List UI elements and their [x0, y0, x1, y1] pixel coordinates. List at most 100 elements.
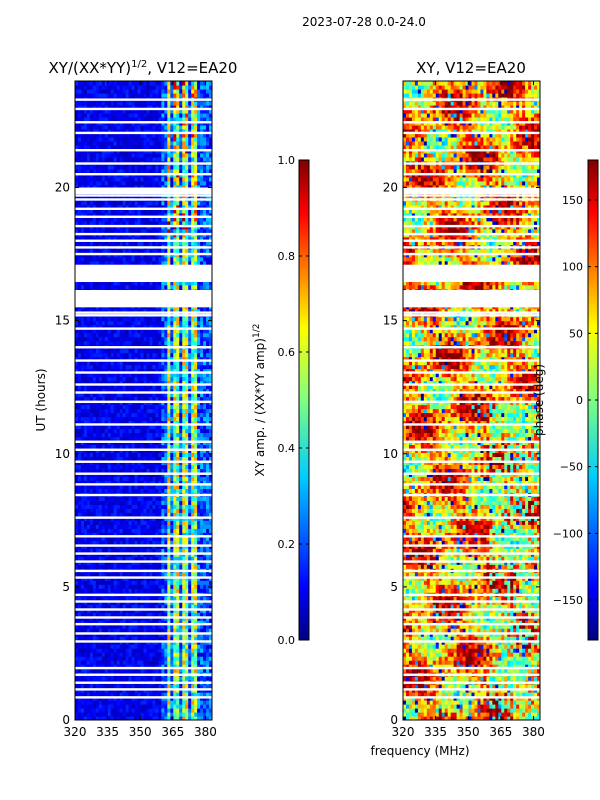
heatmap-cell [182, 704, 186, 709]
heatmap-cell [143, 532, 148, 537]
heatmap-cell [83, 392, 88, 398]
heatmap-cell [158, 500, 162, 505]
heatmap-cell [119, 316, 124, 322]
heatmap-cell [122, 372, 127, 378]
heatmap-cell [80, 628, 85, 633]
heatmap-cell [113, 620, 118, 625]
heatmap-cell [158, 404, 162, 410]
heatmap-cell [134, 628, 139, 633]
heatmap-cell [203, 328, 207, 334]
heatmap-cell [161, 360, 165, 366]
heatmap-cell [161, 352, 165, 358]
heatmap-cell [122, 508, 127, 513]
heatmap-cell [155, 388, 159, 394]
heatmap-cell [194, 652, 198, 657]
heatmap-cell [176, 464, 180, 469]
heatmap-cell [188, 556, 192, 561]
heatmap-cell [140, 284, 145, 290]
heatmap-cell [113, 368, 118, 374]
heatmap-cell [188, 712, 192, 717]
heatmap-cell [116, 556, 121, 561]
heatmap-cell [134, 476, 139, 481]
heatmap-cell [128, 572, 133, 577]
heatmap-cell [194, 584, 198, 589]
heatmap-cell [164, 476, 168, 481]
heatmap-cell [182, 540, 186, 545]
heatmap-cell [125, 496, 130, 501]
heatmap-cell [191, 668, 195, 673]
heatmap-cell [80, 284, 85, 290]
heatmap-cell [164, 620, 168, 625]
heatmap-cell [164, 416, 168, 422]
heatmap-cell [116, 684, 121, 689]
heatmap-cell [200, 336, 204, 342]
heatmap-cell [104, 652, 109, 657]
heatmap-cell [188, 500, 192, 505]
heatmap-cell [119, 676, 124, 681]
heatmap-cell [185, 512, 189, 517]
heatmap-cell [200, 536, 204, 541]
heatmap-cell [203, 380, 207, 386]
heatmap-cell [149, 368, 154, 374]
heatmap-cell [206, 648, 210, 653]
heatmap-cell [170, 572, 174, 577]
heatmap-cell [164, 652, 168, 657]
heatmap-cell [137, 648, 142, 653]
heatmap-cell [98, 528, 103, 533]
heatmap-cell [75, 628, 79, 633]
heatmap-cell [200, 436, 204, 442]
heatmap-cell [92, 512, 97, 517]
heatmap-cell [134, 468, 139, 473]
heatmap-cell [146, 420, 151, 426]
heatmap-cell [107, 496, 112, 501]
heatmap-cell [185, 396, 189, 402]
heatmap-cell [101, 320, 106, 326]
heatmap-cell [92, 604, 97, 609]
heatmap-cell [89, 332, 94, 338]
heatmap-cell [116, 664, 121, 669]
heatmap-cell [116, 548, 121, 553]
heatmap-cell [128, 636, 133, 641]
heatmap-cell [98, 348, 103, 354]
heatmap-cell [131, 484, 136, 489]
heatmap-cell [149, 556, 154, 561]
heatmap-cell [92, 284, 97, 290]
heatmap-cell [77, 636, 82, 641]
heatmap-cell [170, 404, 174, 410]
heatmap-cell [182, 668, 186, 673]
heatmap-cell [98, 504, 103, 509]
heatmap-cell [176, 636, 180, 641]
heatmap-cell [155, 620, 159, 625]
heatmap-cell [164, 704, 168, 709]
heatmap-cell [83, 348, 88, 354]
heatmap-cell [149, 624, 154, 629]
heatmap-cell [194, 520, 198, 525]
heatmap-cell [188, 408, 192, 414]
heatmap-cell [179, 668, 183, 673]
heatmap-cell [92, 668, 97, 673]
heatmap-cell [101, 676, 106, 681]
heatmap-cell [158, 648, 162, 653]
heatmap-cell [185, 604, 189, 609]
heatmap-cell [191, 324, 195, 330]
heatmap-cell [101, 532, 106, 537]
heatmap-cell [92, 500, 97, 505]
heatmap-cell [206, 596, 210, 601]
heatmap-cell [173, 324, 177, 330]
heatmap-cell [188, 564, 192, 569]
heatmap-cell [152, 564, 157, 569]
heatmap-cell [83, 396, 88, 402]
heatmap-cell [149, 408, 154, 414]
heatmap-cell [158, 712, 162, 717]
heatmap-cell [161, 668, 165, 673]
heatmap-cell [113, 424, 118, 430]
heatmap-cell [194, 564, 198, 569]
heatmap-cell [101, 432, 106, 438]
heatmap-cell [137, 360, 142, 366]
heatmap-cell [104, 508, 109, 513]
heatmap-cell [80, 604, 85, 609]
heatmap-cell [134, 604, 139, 609]
heatmap-cell [182, 500, 186, 505]
heatmap-cell [98, 708, 103, 713]
heatmap-cell [158, 508, 162, 513]
